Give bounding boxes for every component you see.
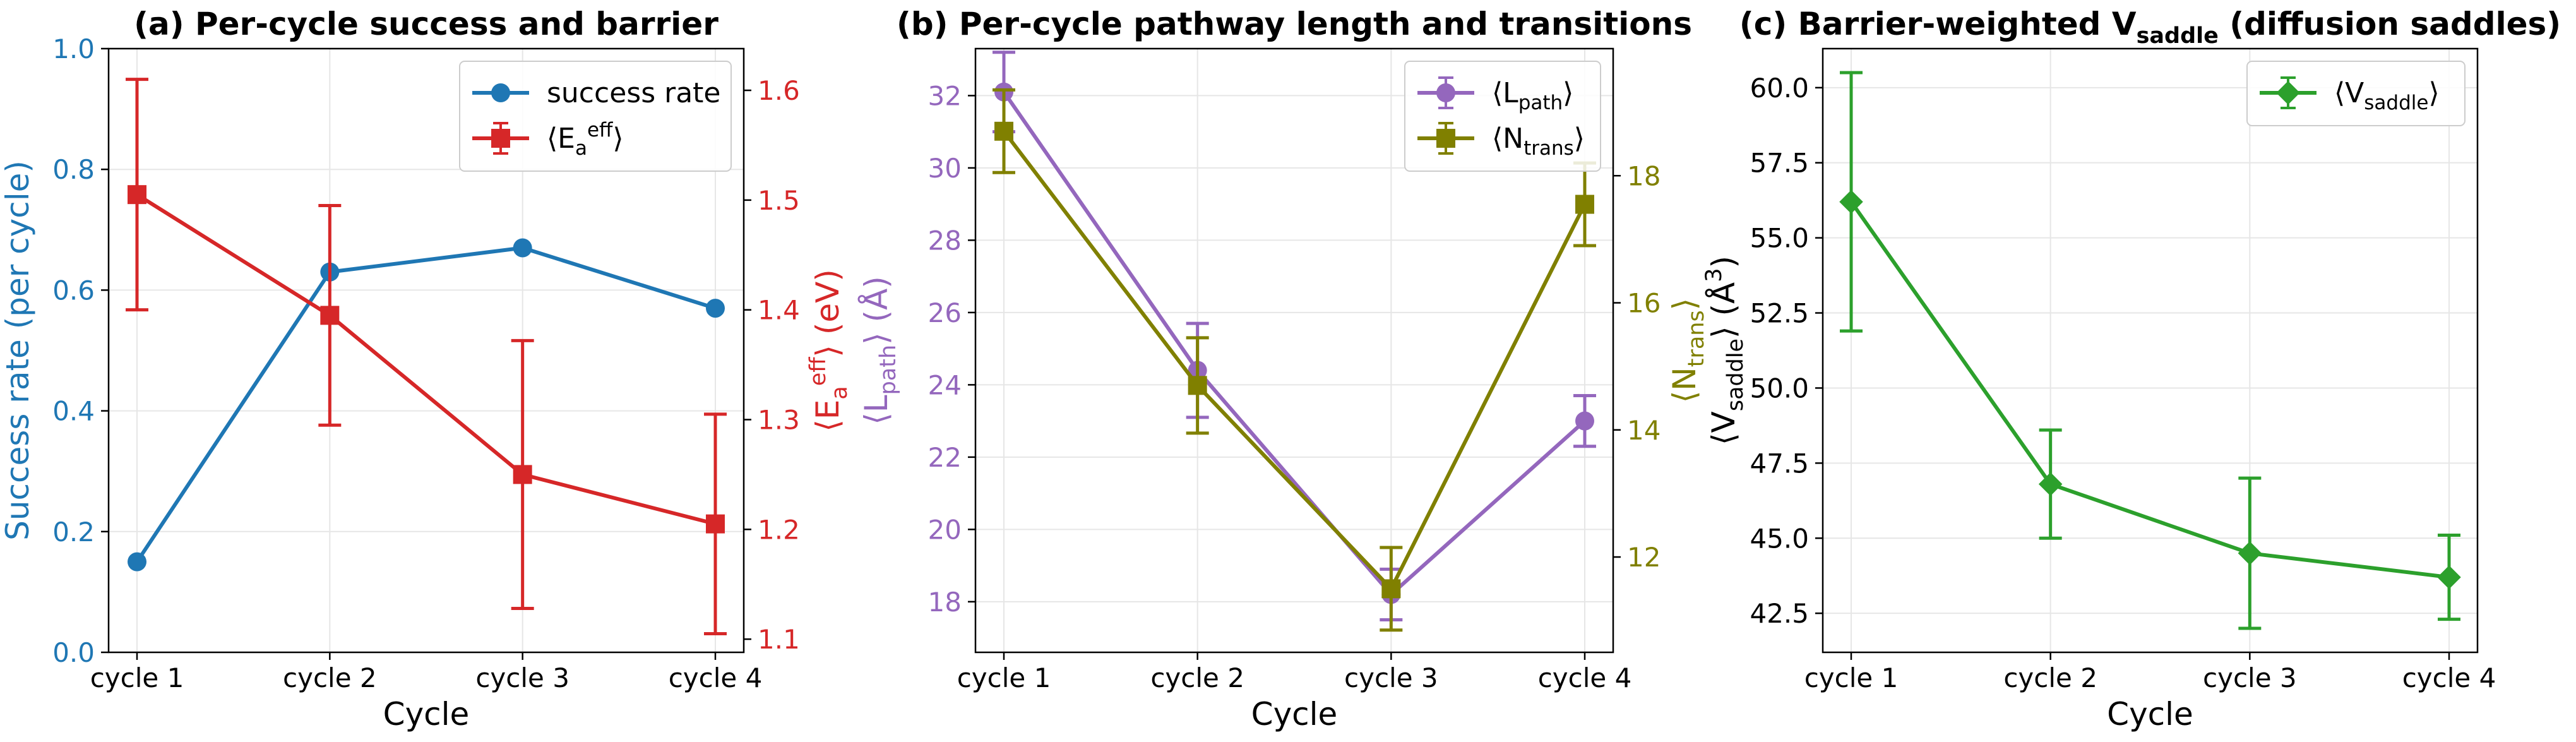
- x-tick-label: cycle 2: [283, 662, 377, 693]
- y-left-tick-label: 28: [928, 225, 962, 256]
- data-point: [1575, 411, 1594, 431]
- legend-box: [459, 61, 732, 172]
- y-left-tick-label: 26: [928, 297, 962, 328]
- series-line: [136, 193, 716, 526]
- data-point: [1188, 376, 1207, 395]
- plot-frame: [974, 47, 1614, 654]
- x-tick-label: cycle 4: [2402, 662, 2496, 693]
- y-right-tick-label: 1.2: [758, 514, 800, 545]
- y-left-tick-label: 0.6: [52, 275, 95, 306]
- y-left-axis-label: Success rate (per cycle): [0, 160, 36, 541]
- panel-a: cycle 1 cycle 2 cycle 3 cycle 4 Cycle 0.0 0.2 0…: [0, 6, 852, 733]
- y-right-tick-label: 1.4: [758, 295, 800, 326]
- data-point: [1381, 579, 1401, 599]
- x-tick-label: cycle 2: [1150, 662, 1244, 693]
- x-tick-label: cycle 3: [1344, 662, 1438, 693]
- y-left-tick-label: 50.0: [1750, 373, 1809, 404]
- y-left-tick-label: 24: [928, 369, 962, 400]
- y-right-tick-label: 18: [1627, 160, 1661, 191]
- data-point: [2437, 565, 2461, 589]
- legend-label: ⟨Ntrans⟩: [1492, 123, 1585, 160]
- x-axis-label: Cycle: [1251, 696, 1338, 733]
- data-point: [1839, 189, 1863, 214]
- x-tick-label: cycle 1: [90, 662, 184, 693]
- legend-marker: [2276, 81, 2300, 105]
- series-line: [1002, 90, 1587, 597]
- y-left-tick-label: 42.5: [1750, 598, 1809, 629]
- y-left-tick-label: 0.8: [52, 154, 95, 185]
- y-left-tick-label: 32: [928, 80, 962, 111]
- panel-c: cycle 1 cycle 2 cycle 3 cycle 4 Cycle 42.5 45.…: [1702, 6, 2561, 733]
- y-left-tick-label: 45.0: [1750, 523, 1809, 554]
- x-tick-label: cycle 3: [475, 662, 569, 693]
- data-point: [128, 185, 146, 205]
- y-left-tick-label: 22: [928, 442, 962, 473]
- x-tick-label: cycle 1: [957, 662, 1051, 693]
- plot-frame: [107, 47, 745, 654]
- x-axis-label: Cycle: [2107, 696, 2193, 733]
- y-left-tick-label: 18: [928, 587, 962, 618]
- chart-title: (b) Per-cycle pathway length and transit…: [897, 6, 1692, 42]
- y-left-tick-label: 1.0: [52, 33, 95, 64]
- legend-box: [2246, 61, 2466, 126]
- data-point: [994, 121, 1013, 141]
- x-tick-label: cycle 2: [2003, 662, 2097, 693]
- y-right-tick-label: 14: [1627, 415, 1661, 446]
- series-line: [135, 246, 716, 563]
- data-point: [128, 552, 146, 571]
- y-right-tick-label: 12: [1627, 542, 1661, 573]
- legend-label: ⟨Lpath⟩: [1492, 77, 1573, 114]
- y-left-axis-label: ⟨Lpath⟩ (Å): [858, 276, 901, 425]
- series-line: [1002, 130, 1587, 592]
- y-left-tick-label: 0.0: [52, 637, 95, 668]
- chart-title: (c) Barrier-weighted Vsaddle (diffusion …: [1739, 6, 2561, 49]
- legend-label: ⟨Eaeff⟩: [547, 119, 624, 160]
- y-left-tick-label: 0.4: [52, 396, 95, 427]
- y-left-tick-label: 60.0: [1750, 73, 1809, 104]
- y-left-tick-label: 47.5: [1750, 448, 1809, 479]
- legend-marker: [491, 129, 510, 148]
- x-tick-label: cycle 3: [2203, 662, 2297, 693]
- y-right-axis-label: ⟨Eaeff⟩ (eV): [806, 269, 852, 432]
- series-line: [1849, 200, 2450, 580]
- panel-b: cycle 1 cycle 2 cycle 3 cycle 4 Cycle 18 20 22 2…: [858, 6, 1709, 733]
- data-point: [2238, 541, 2262, 565]
- y-left-tick-label: 52.5: [1750, 298, 1809, 329]
- y-left-axis-label: ⟨Vsaddle⟩ (Å3): [1702, 256, 1748, 445]
- plot-frame: [1822, 47, 2479, 654]
- y-right-tick-label: 1.5: [758, 185, 800, 216]
- legend-label: ⟨Vsaddle⟩: [2334, 77, 2440, 114]
- legend-marker: [1436, 83, 1455, 102]
- data-point: [706, 299, 725, 318]
- y-right-tick-label: 1.3: [758, 405, 800, 436]
- data-point: [320, 306, 340, 325]
- data-point: [2038, 472, 2063, 496]
- y-left-tick-label: 55.0: [1750, 223, 1809, 254]
- data-point: [1575, 194, 1594, 214]
- data-point: [513, 238, 532, 258]
- legend-marker: [491, 83, 510, 102]
- x-tick-label: cycle 4: [1538, 662, 1632, 693]
- x-axis-label: Cycle: [383, 696, 470, 733]
- y-right-tick-label: 1.1: [758, 624, 800, 655]
- y-right-tick-label: 1.6: [758, 75, 800, 106]
- y-left-tick-label: 0.2: [52, 517, 95, 548]
- legend-marker: [1436, 129, 1455, 148]
- chart-title: (a) Per-cycle success and barrier: [134, 6, 719, 42]
- data-point: [706, 514, 725, 534]
- x-tick-label: cycle 1: [1804, 662, 1899, 693]
- y-left-tick-label: 20: [928, 514, 962, 545]
- y-right-axis-label: ⟨Ntrans⟩: [1666, 298, 1709, 403]
- legend-label: success rate: [547, 77, 720, 109]
- y-right-tick-label: 16: [1627, 288, 1661, 319]
- data-point: [513, 465, 532, 484]
- y-left-tick-label: 30: [928, 153, 962, 184]
- y-left-tick-label: 57.5: [1750, 148, 1809, 179]
- x-tick-label: cycle 4: [669, 662, 763, 693]
